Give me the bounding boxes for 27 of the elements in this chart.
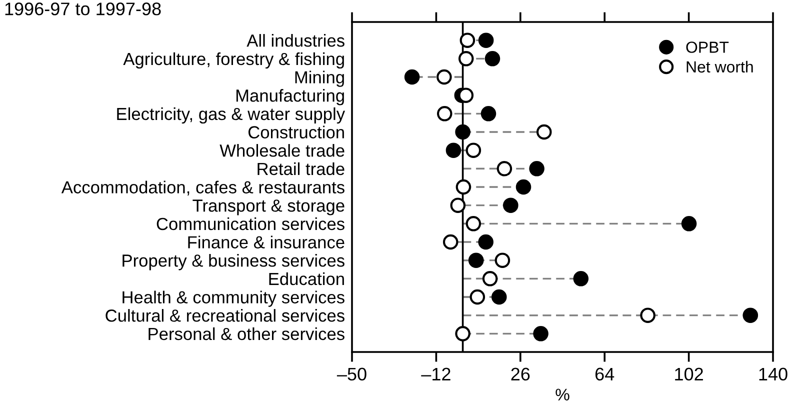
y-tick-label: Property & business services bbox=[122, 254, 344, 270]
y-tick-label: All industries bbox=[246, 34, 344, 47]
y-tick-label: Finance & insurance bbox=[188, 236, 344, 248]
x-tick-label: 26 bbox=[511, 368, 530, 381]
y-tick-label: Agriculture, forestry & fishing bbox=[123, 52, 344, 69]
y-tick-label: Communication services bbox=[156, 217, 344, 230]
y-tick-label: Personal & other services bbox=[148, 327, 344, 340]
legend-label: Net worth bbox=[686, 60, 753, 73]
y-tick-label: Health & community services bbox=[122, 290, 344, 307]
x-tick-label: –12 bbox=[421, 368, 450, 380]
x-axis-title: % bbox=[556, 388, 570, 400]
y-tick-label: Accommodation, cafes & restaurants bbox=[61, 180, 344, 196]
x-tick-label: 64 bbox=[595, 368, 614, 381]
y-tick-label: Education bbox=[269, 272, 344, 286]
y-tick-label: Wholesale trade bbox=[220, 144, 344, 157]
y-tick-label: Cultural & recreational services bbox=[106, 309, 344, 322]
y-tick-label: Construction bbox=[248, 126, 344, 138]
y-tick-label: Transport & storage bbox=[192, 200, 344, 216]
x-tick-label: 140 bbox=[759, 368, 788, 381]
text: 1996-97 to 1997-98 bbox=[5, 2, 161, 16]
y-tick-label: Retail trade bbox=[258, 162, 344, 176]
x-tick-label: 102 bbox=[675, 368, 703, 381]
x-tick-label: –50 bbox=[336, 368, 366, 381]
y-tick-label: Manufacturing bbox=[236, 89, 344, 106]
legend-label: OPBT bbox=[686, 42, 729, 53]
y-tick-label: Electricity, gas & water supply bbox=[117, 107, 346, 124]
y-tick-label: Mining bbox=[295, 70, 344, 87]
